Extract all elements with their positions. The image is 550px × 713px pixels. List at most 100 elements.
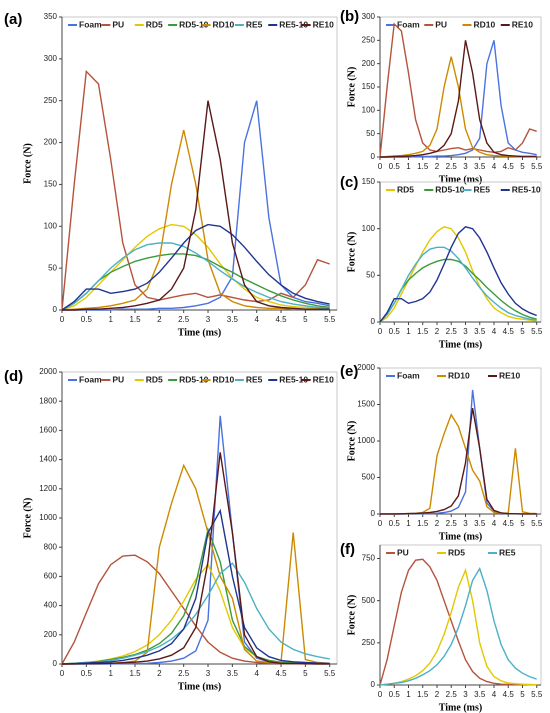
x-tick-label: 4.5	[503, 162, 515, 171]
y-axis-title: Force (N)	[346, 595, 357, 636]
y-tick-label: 600	[44, 572, 58, 581]
x-tick-label: 5	[520, 162, 525, 171]
series-line	[61, 253, 330, 311]
y-tick-label: 500	[362, 596, 376, 605]
series-line	[380, 40, 537, 158]
legend-label: RE5	[246, 19, 263, 29]
x-axis-title: Time (ms)	[439, 531, 482, 542]
y-tick-label: 1000	[357, 436, 375, 445]
series-line	[379, 246, 537, 323]
x-tick-label: 4	[492, 519, 497, 528]
x-axis-title: Time (ms)	[178, 681, 221, 692]
x-tick-label: 3	[206, 669, 211, 678]
legend-label: Foam	[397, 370, 420, 380]
x-tick-label: 4.5	[503, 690, 515, 699]
y-tick-label: 1200	[39, 484, 57, 493]
x-tick-label: 5.5	[531, 690, 543, 699]
legend-label: PU	[112, 374, 124, 384]
y-tick-label: 0	[371, 317, 376, 326]
x-tick-label: 2	[435, 162, 440, 171]
x-tick-label: 1.5	[129, 669, 141, 678]
series-line	[379, 566, 537, 686]
series-line	[380, 40, 537, 158]
x-tick-label: 5	[520, 690, 525, 699]
y-tick-label: 0	[371, 680, 376, 689]
x-axis-title: Time (ms)	[178, 327, 221, 338]
x-tick-label: 3.5	[474, 519, 486, 528]
x-tick-label: 1	[108, 315, 113, 324]
legend-label: Foam	[79, 19, 102, 29]
y-tick-label: 150	[362, 177, 376, 186]
series-line	[61, 562, 330, 665]
x-tick-label: 1	[406, 690, 411, 699]
y-tick-label: 250	[44, 96, 58, 105]
y-tick-label: 100	[362, 224, 376, 233]
y-tick-label: 800	[44, 542, 58, 551]
y-tick-label: 0	[371, 152, 376, 161]
y-tick-label: 0	[53, 659, 58, 668]
x-tick-label: 0.5	[81, 669, 93, 678]
x-tick-label: 0	[60, 315, 65, 324]
x-axis-title: Time (ms)	[439, 174, 482, 185]
x-tick-label: 2.5	[446, 519, 458, 528]
legend-label: RD5-10	[435, 184, 465, 194]
x-tick-label: 3.5	[474, 690, 486, 699]
y-tick-label: 400	[44, 601, 58, 610]
x-tick-label: 3	[463, 519, 468, 528]
x-tick-label: 5	[520, 327, 525, 336]
legend-label: RE5-10	[279, 19, 308, 29]
x-tick-label: 1	[406, 327, 411, 336]
legend-label: RE10	[512, 19, 534, 29]
legend-label: RD5	[146, 374, 163, 384]
series-line	[61, 452, 330, 665]
x-tick-label: 3	[463, 690, 468, 699]
x-tick-label: 1	[108, 669, 113, 678]
x-tick-label: 5.5	[531, 519, 543, 528]
legend-label: RD10	[448, 370, 470, 380]
x-tick-label: 3	[463, 327, 468, 336]
x-tick-label: 4.5	[275, 315, 287, 324]
x-tick-label: 1.5	[417, 690, 429, 699]
y-tick-label: 300	[362, 12, 376, 21]
series-line	[61, 129, 330, 311]
legend-label: RD5-10	[179, 19, 209, 29]
panel-label: (d)	[4, 368, 23, 385]
legend-label: RD5	[397, 184, 414, 194]
y-axis-title: Force (N)	[346, 421, 357, 462]
x-tick-label: 2	[435, 519, 440, 528]
x-tick-label: 1.5	[417, 162, 429, 171]
y-tick-label: 50	[366, 129, 375, 138]
x-tick-label: 3	[206, 315, 211, 324]
legend-label: PU	[112, 19, 124, 29]
panel-label: (c)	[340, 174, 358, 191]
x-tick-label: 2.5	[178, 669, 190, 678]
x-tick-label: 4	[492, 690, 497, 699]
legend-label: RE5	[474, 184, 491, 194]
x-tick-label: 5.5	[324, 669, 336, 678]
x-tick-label: 4.5	[503, 519, 515, 528]
y-tick-label: 200	[44, 138, 58, 147]
x-tick-label: 2	[157, 669, 162, 678]
series-line	[379, 258, 537, 323]
x-tick-label: 4	[492, 327, 497, 336]
x-tick-label: 0	[378, 690, 383, 699]
legend-label: RE5	[246, 374, 263, 384]
x-tick-label: 3.5	[227, 315, 239, 324]
legend-label: RE10	[313, 19, 335, 29]
series-line	[379, 56, 537, 158]
series-line	[61, 69, 330, 311]
x-tick-label: 5.5	[531, 162, 543, 171]
y-tick-label: 150	[362, 82, 376, 91]
x-tick-label: 3	[463, 162, 468, 171]
series-line	[379, 568, 537, 686]
y-tick-label: 50	[48, 263, 57, 272]
plot-frame	[61, 16, 338, 311]
x-tick-label: 0	[378, 327, 383, 336]
legend-label: RD5	[448, 547, 465, 557]
y-tick-label: 1400	[39, 455, 57, 464]
legend-label: RD10	[474, 19, 496, 29]
y-tick-label: 350	[44, 12, 58, 21]
y-tick-label: 0	[53, 305, 58, 314]
legend-label: RE10	[499, 370, 521, 380]
